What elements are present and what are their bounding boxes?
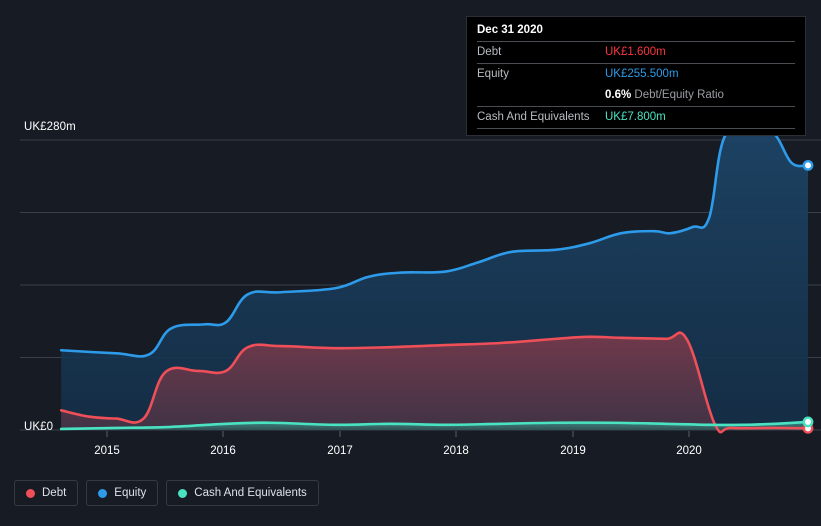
legend-label: Equity [114,487,147,499]
tooltip-row-equity: Equity UK£255.500m [477,63,795,85]
legend-label: Cash And Equivalents [194,487,307,499]
legend-item-equity[interactable]: Equity [86,480,159,506]
tooltip-equity-value: UK£255.500m [605,68,679,80]
x-axis-tick-2019: 2019 [560,445,586,457]
tooltip-cash-value: UK£7.800m [605,111,666,123]
x-axis-ticks [106,431,690,437]
tooltip-cash-label: Cash And Equivalents [477,111,590,123]
tooltip-footer-rule [477,128,795,131]
series-end-markers [802,159,814,434]
tooltip-date: Dec 31 2020 [477,24,543,36]
chart-legend: Debt Equity Cash And Equivalents [14,480,319,506]
end-marker-equity [802,159,814,171]
legend-color-dot-icon [26,488,35,498]
tooltip-debt-value: UK£1.600m [605,46,666,58]
legend-color-dot-icon [178,488,188,498]
y-axis-zero-label: UK£0 [24,421,54,433]
tooltip-row-ratio: 0.6% Debt/Equity Ratio [477,85,795,106]
series-areas [61,126,809,433]
legend-item-debt[interactable]: Debt [14,480,79,506]
x-axis-tick-2016: 2016 [210,445,236,457]
tooltip-debt-label: Debt [477,46,502,58]
x-axis-tick-2018: 2018 [443,445,469,457]
x-axis-tick-2017: 2017 [327,445,353,457]
series-line-debt[interactable] [59,331,810,434]
series-area-debt [61,332,809,433]
y-axis-max-label: UK£280m [24,121,76,133]
series-lines [59,125,810,434]
tooltip-ratio: 0.6% Debt/Equity Ratio [605,89,724,101]
series-line-equity[interactable] [59,125,810,358]
legend-color-dot-icon [98,488,108,498]
tooltip-ratio-percent: 0.6% [605,89,632,101]
tooltip-row-debt: Debt UK£1.600m [477,41,795,63]
tooltip-row-cash: Cash And Equivalents UK£7.800m [477,106,795,128]
x-axis-tick-2020: 2020 [676,445,702,457]
x-axis-labels: 2015 2016 2017 2018 2019 2020 [0,445,821,463]
legend-item-cash-and-equivalents[interactable]: Cash And Equivalents [166,480,319,506]
x-axis-tick-2015: 2015 [94,445,120,457]
tooltip-equity-label: Equity [477,68,509,80]
tooltip-ratio-text: Debt/Equity Ratio [634,89,724,101]
end-marker-cash [802,416,814,428]
legend-label: Debt [42,487,67,499]
series-line-cash[interactable] [59,420,810,431]
data-tooltip: Dec 31 2020 Debt UK£1.600m Equity UK£255… [466,16,806,136]
